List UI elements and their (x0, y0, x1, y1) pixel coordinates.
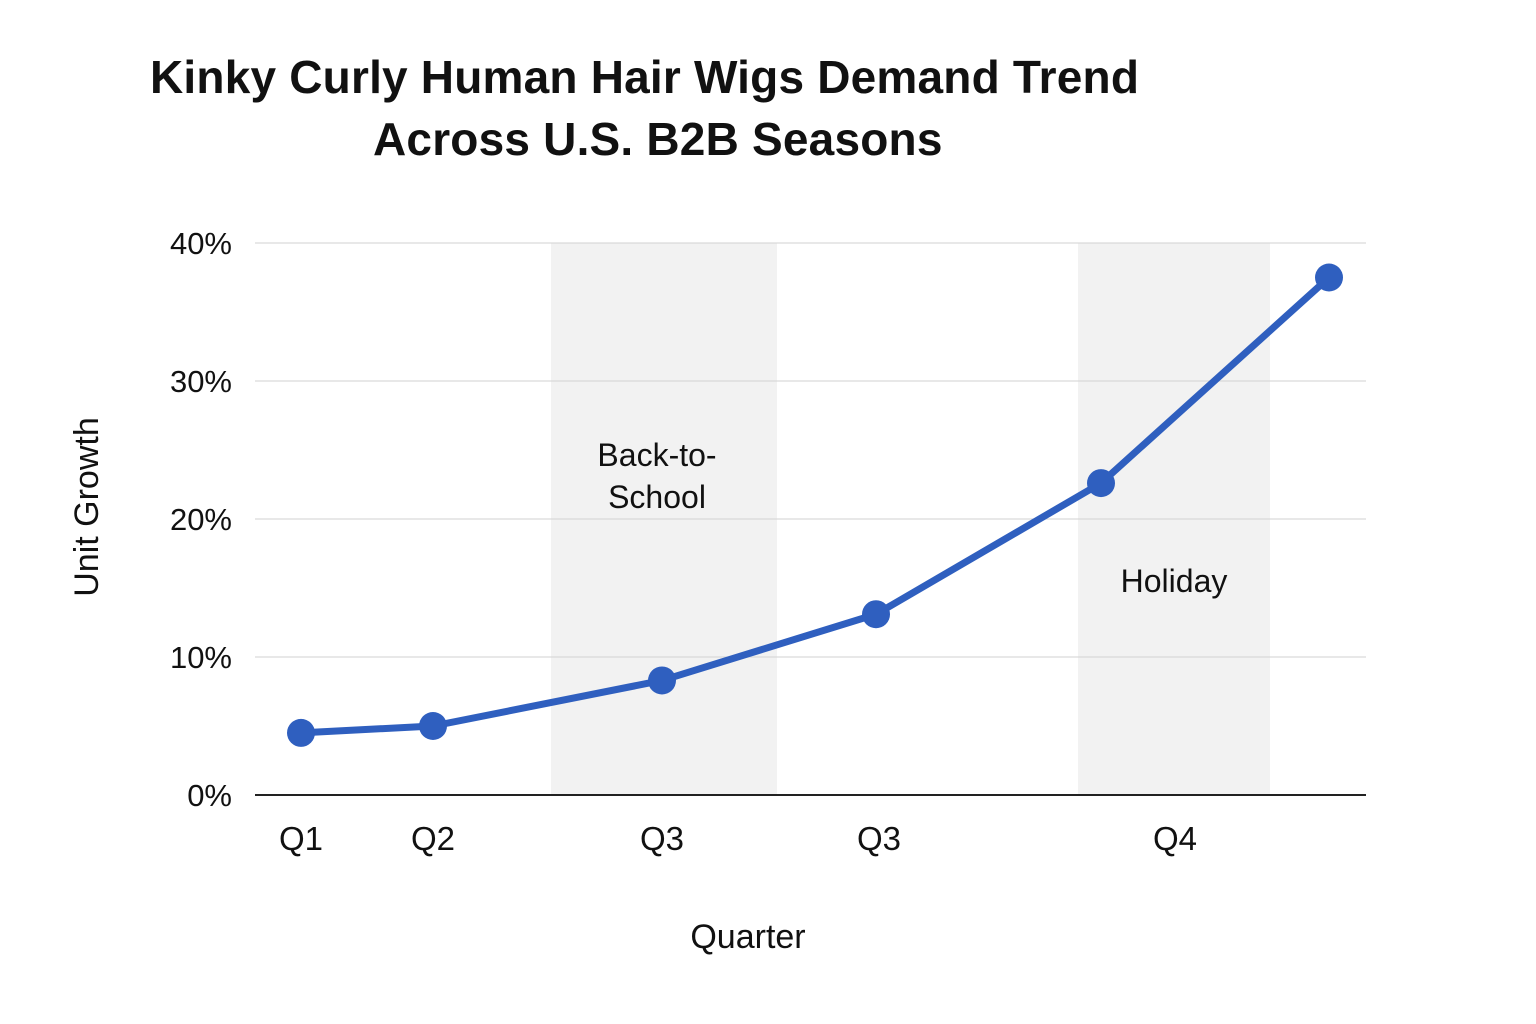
gridlines (255, 242, 1366, 796)
y-tick-label: 10% (170, 640, 232, 675)
x-tick-label: Q1 (279, 820, 323, 857)
series-line (297, 274, 1333, 737)
chart-title-line-1: Kinky Curly Human Hair Wigs Demand Trend (150, 51, 1140, 103)
x-axis-ticks: Q1 Q2 Q3 Q3 Q4 (279, 820, 1197, 857)
x-tick-label: Q4 (1153, 820, 1197, 857)
data-point (648, 666, 676, 695)
x-tick-label: Q3 (640, 820, 684, 857)
x-tick-label: Q2 (411, 820, 455, 857)
data-point (862, 600, 890, 629)
y-tick-label: 40% (170, 226, 232, 261)
y-axis-ticks: 0% 10% 20% 30% 40% (170, 226, 232, 813)
x-axis-title: Quarter (690, 918, 805, 956)
data-point (1315, 263, 1343, 292)
data-point (287, 718, 315, 747)
data-point (419, 712, 447, 740)
y-axis-title: Unit Growth (68, 417, 106, 597)
y-tick-label: 20% (170, 502, 232, 537)
data-point (1087, 469, 1115, 498)
y-tick-label: 0% (187, 778, 232, 813)
series-growth (287, 263, 1343, 747)
chart-title-line-2: Across U.S. B2B Seasons (373, 113, 943, 165)
x-tick-label: Q3 (857, 820, 901, 857)
y-tick-label: 30% (170, 364, 232, 399)
season-band-label: School (608, 479, 706, 515)
season-band-label: Holiday (1121, 563, 1228, 599)
season-band-label: Back-to- (597, 437, 716, 473)
